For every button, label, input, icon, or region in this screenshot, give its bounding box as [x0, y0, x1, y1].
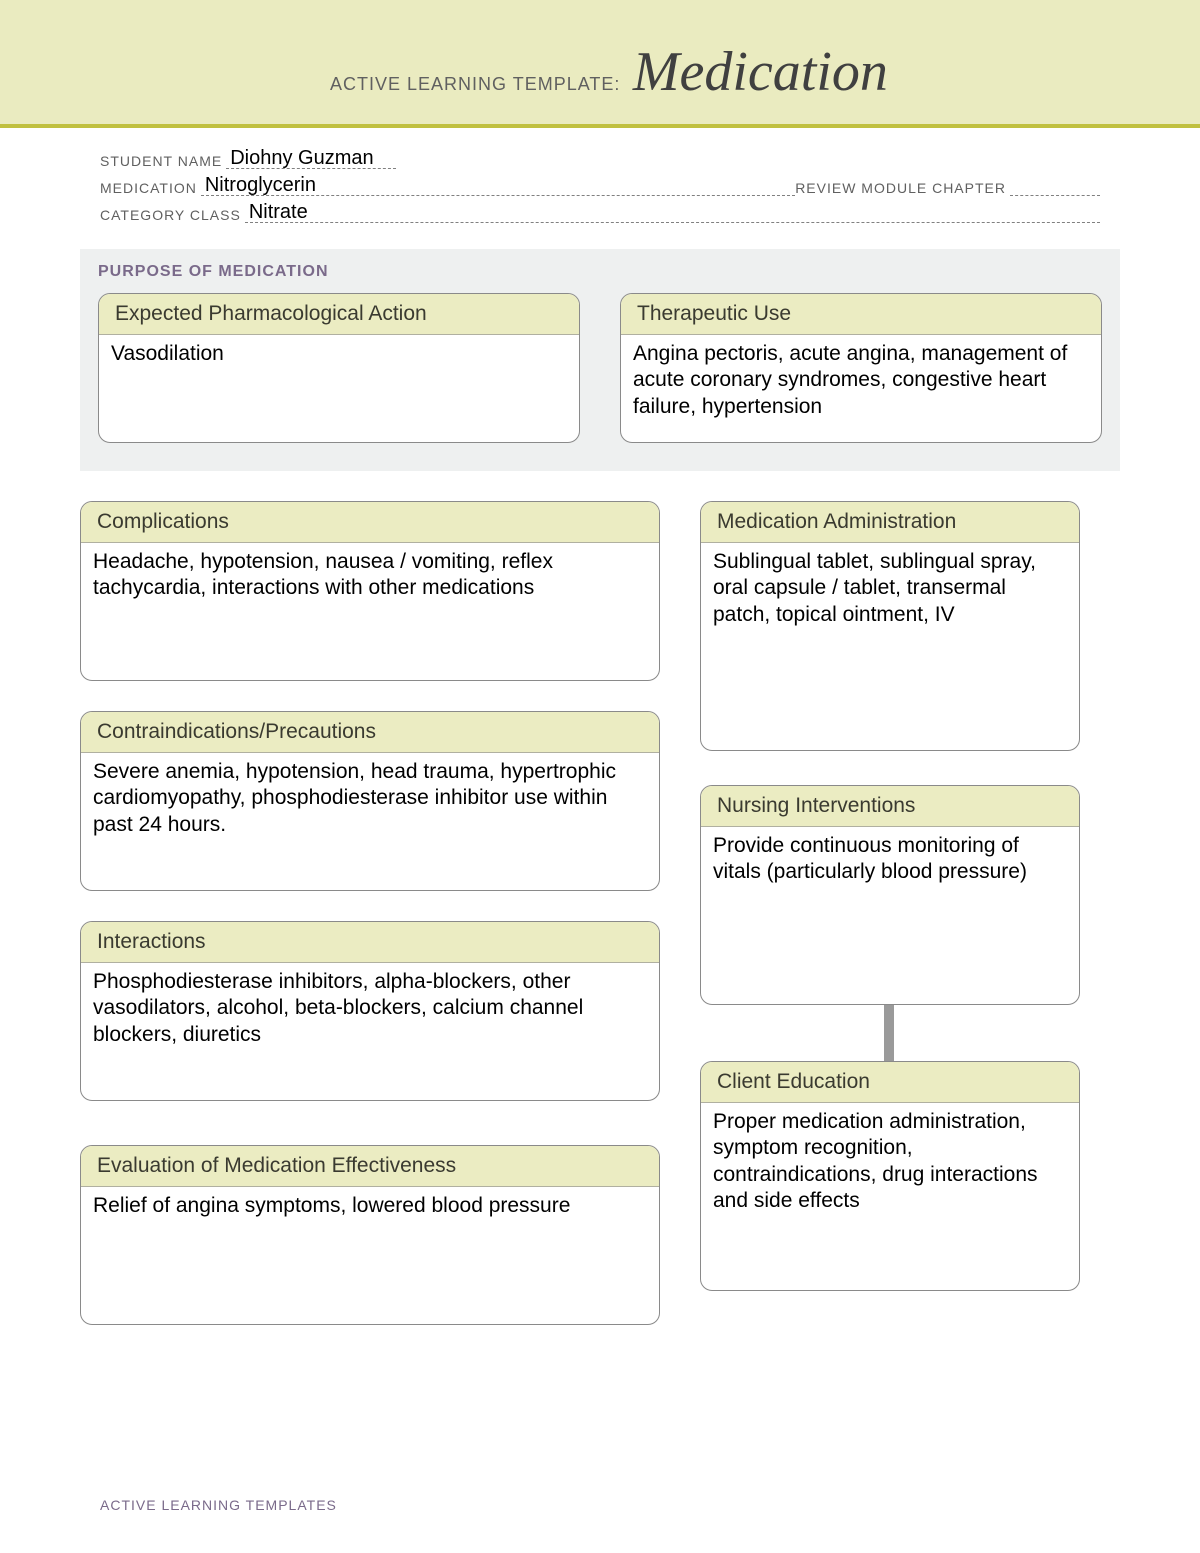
card-title: Evaluation of Medication Effectiveness — [81, 1146, 659, 1187]
card-title: Client Education — [701, 1062, 1079, 1103]
card-title: Interactions — [81, 922, 659, 963]
review-module-value[interactable] — [1010, 195, 1100, 196]
medication-label: MEDICATION — [100, 180, 197, 196]
connector-line — [884, 1005, 894, 1061]
card-title: Complications — [81, 502, 659, 543]
card-interactions: Interactions Phosphodiesterase inhibitor… — [80, 921, 660, 1101]
card-title: Medication Administration — [701, 502, 1079, 543]
card-pharmacological-action: Expected Pharmacological Action Vasodila… — [98, 293, 580, 443]
card-title: Therapeutic Use — [621, 294, 1101, 335]
card-contraindications: Contraindications/Precautions Severe ane… — [80, 711, 660, 891]
student-name-label: STUDENT NAME — [100, 153, 222, 169]
card-body: Severe anemia, hypotension, head trauma,… — [81, 753, 659, 848]
category-class-label: CATEGORY CLASS — [100, 207, 241, 223]
medication-value[interactable]: Nitroglycerin — [201, 175, 795, 196]
card-therapeutic-use: Therapeutic Use Angina pectoris, acute a… — [620, 293, 1102, 443]
review-module-label: REVIEW MODULE CHAPTER — [795, 180, 1006, 196]
category-class-value[interactable]: Nitrate — [245, 202, 1100, 223]
card-body: Relief of angina symptoms, lowered blood… — [81, 1187, 659, 1229]
meta-row-student: STUDENT NAME Diohny Guzman — [100, 148, 1100, 169]
card-title: Expected Pharmacological Action — [99, 294, 579, 335]
meta-block: STUDENT NAME Diohny Guzman MEDICATION Ni… — [0, 128, 1200, 239]
card-body: Provide continuous monitoring of vitals … — [701, 827, 1079, 896]
meta-row-category: CATEGORY CLASS Nitrate — [100, 202, 1100, 223]
card-title: Contraindications/Precautions — [81, 712, 659, 753]
card-body: Headache, hypotension, nausea / vomiting… — [81, 543, 659, 612]
card-client-education: Client Education Proper medication admin… — [700, 1061, 1080, 1291]
header-title: Medication — [633, 41, 888, 103]
card-title: Nursing Interventions — [701, 786, 1079, 827]
header-prefix: ACTIVE LEARNING TEMPLATE: — [330, 74, 620, 94]
purpose-section-title: PURPOSE OF MEDICATION — [98, 263, 1102, 281]
card-complications: Complications Headache, hypotension, nau… — [80, 501, 660, 681]
main-grid: Complications Headache, hypotension, nau… — [80, 501, 1120, 1461]
purpose-section: PURPOSE OF MEDICATION Expected Pharmacol… — [80, 249, 1120, 471]
footer-text: ACTIVE LEARNING TEMPLATES — [100, 1497, 337, 1513]
card-body: Angina pectoris, acute angina, managemen… — [621, 335, 1101, 430]
card-body: Proper medication administration, sympto… — [701, 1103, 1079, 1224]
card-body: Vasodilation — [99, 335, 579, 377]
card-body: Sublingual tablet, sublingual spray, ora… — [701, 543, 1079, 638]
card-medication-administration: Medication Administration Sublingual tab… — [700, 501, 1080, 751]
card-nursing-interventions: Nursing Interventions Provide continuous… — [700, 785, 1080, 1005]
header-band: ACTIVE LEARNING TEMPLATE: Medication — [0, 0, 1200, 128]
meta-row-medication: MEDICATION Nitroglycerin REVIEW MODULE C… — [100, 175, 1100, 196]
card-body: Phosphodiesterase inhibitors, alpha-bloc… — [81, 963, 659, 1058]
student-name-value[interactable]: Diohny Guzman — [226, 148, 396, 169]
card-evaluation: Evaluation of Medication Effectiveness R… — [80, 1145, 660, 1325]
